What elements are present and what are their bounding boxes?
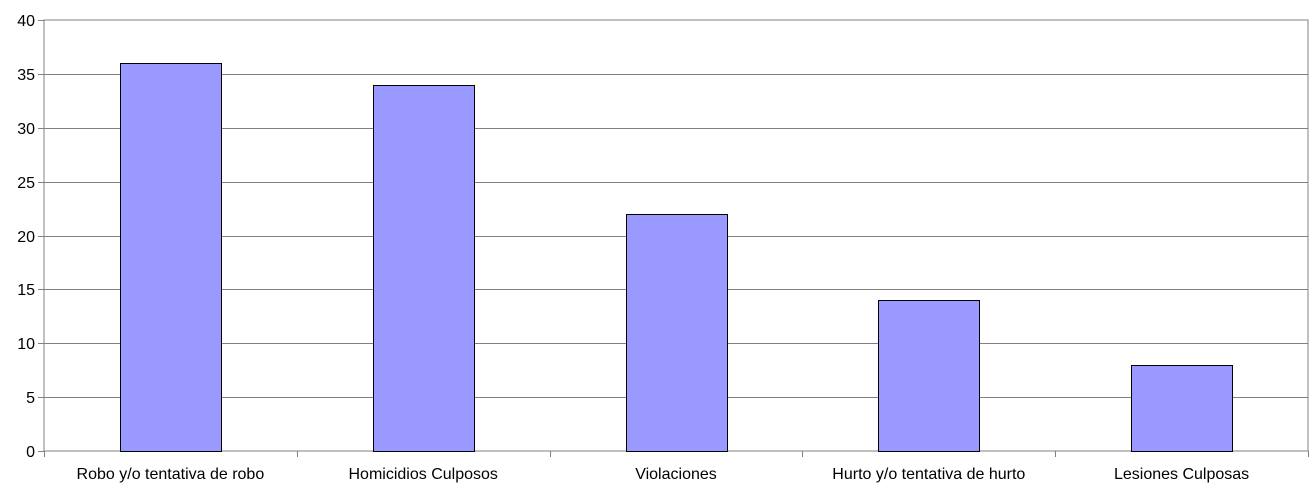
y-tick-label: 30 — [17, 121, 35, 138]
y-tick-label: 25 — [17, 175, 35, 192]
y-tick-label: 20 — [17, 229, 35, 246]
y-tick-label: 5 — [26, 390, 35, 407]
y-tick-label: 10 — [17, 336, 35, 353]
bar — [373, 85, 475, 452]
bars — [120, 63, 1233, 452]
x-axis-labels: Robo y/o tentativa de robo Homicidios Cul… — [77, 466, 1250, 483]
x-tick-label: Violaciones — [635, 466, 717, 483]
bar — [120, 63, 222, 452]
bar — [878, 300, 980, 452]
y-tick-label: 35 — [17, 67, 35, 84]
gridlines — [44, 74, 1308, 398]
y-axis-ticks: 0 5 10 15 20 25 30 35 40 — [17, 13, 44, 461]
bar — [626, 214, 728, 452]
x-tick-label: Hurto y/o tentativa de hurto — [832, 466, 1025, 483]
x-tick-label: Homicidios Culposos — [349, 466, 498, 483]
y-tick-label: 15 — [17, 282, 35, 299]
y-tick-label: 40 — [17, 13, 35, 30]
x-axis-ticks — [44, 451, 1309, 457]
bar — [1131, 365, 1233, 452]
x-tick-label: Robo y/o tentativa de robo — [77, 466, 265, 483]
x-tick-label: Lesiones Culposas — [1114, 466, 1249, 483]
y-tick-label: 0 — [26, 444, 35, 461]
